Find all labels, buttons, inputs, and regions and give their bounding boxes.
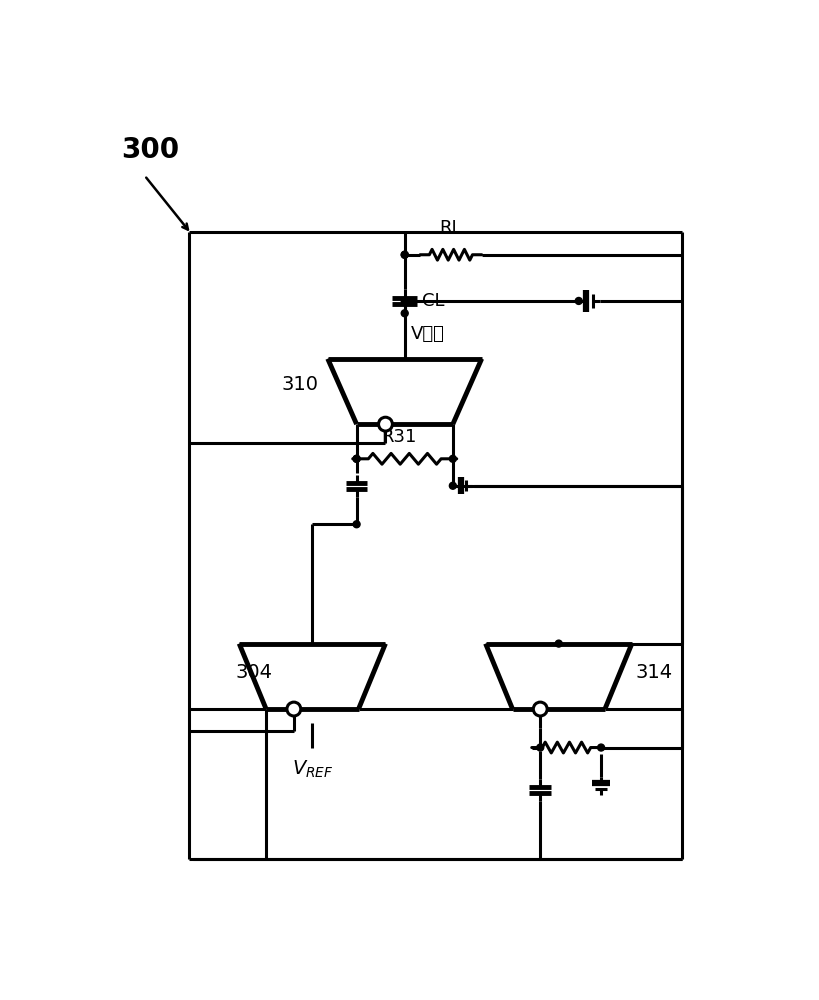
Circle shape — [378, 417, 392, 431]
Circle shape — [450, 482, 456, 489]
Circle shape — [401, 310, 408, 317]
Text: 304: 304 — [235, 663, 273, 682]
Text: 314: 314 — [636, 663, 673, 682]
Circle shape — [401, 297, 408, 304]
Text: $V_{REF}$: $V_{REF}$ — [292, 759, 333, 780]
Circle shape — [353, 455, 360, 462]
Circle shape — [401, 251, 408, 258]
Text: CL: CL — [422, 292, 444, 310]
Text: 310: 310 — [282, 374, 319, 393]
Text: R31: R31 — [382, 428, 417, 446]
Text: V输出: V输出 — [411, 325, 445, 343]
Text: 300: 300 — [121, 136, 179, 164]
Circle shape — [450, 455, 456, 462]
Circle shape — [401, 251, 408, 258]
Circle shape — [353, 455, 360, 462]
Circle shape — [598, 744, 604, 751]
Circle shape — [287, 702, 301, 716]
Text: RL: RL — [440, 219, 462, 237]
Circle shape — [555, 640, 562, 647]
Circle shape — [536, 744, 544, 751]
Circle shape — [533, 702, 547, 716]
Circle shape — [575, 297, 582, 304]
Circle shape — [353, 521, 360, 528]
